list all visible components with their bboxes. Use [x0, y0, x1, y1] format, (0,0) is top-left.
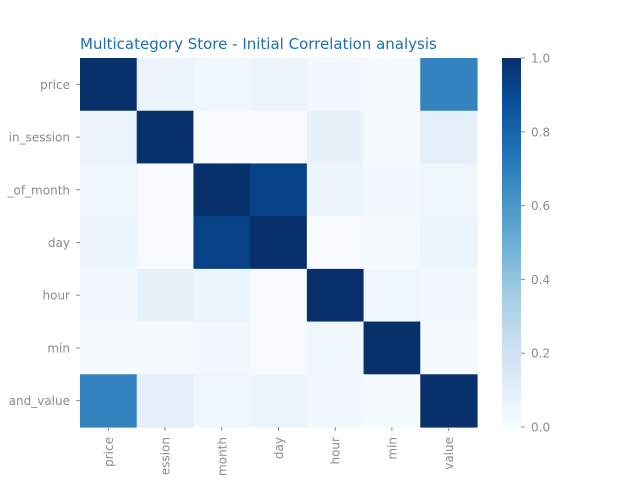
heatmap-cell [80, 110, 138, 165]
heatmap-cell [306, 374, 365, 428]
x-tick-label: value [442, 437, 456, 470]
heatmap-cell [250, 216, 308, 270]
heatmap-cell [136, 58, 195, 112]
heatmap-cell [193, 268, 251, 323]
heatmap-cell [193, 58, 251, 112]
colorbar-tick-label: 0.0 [531, 421, 550, 435]
x-tick-label: hour [329, 437, 343, 465]
colorbar-tick-label: 0.4 [531, 273, 550, 287]
heatmap-cell [80, 374, 138, 428]
heatmap-cell [306, 321, 365, 375]
chart-title: Multicategory Store - Initial Correlatio… [80, 35, 437, 53]
colorbar [502, 58, 521, 427]
heatmap-cell [80, 216, 138, 270]
x-tick-label: price [102, 437, 116, 467]
heatmap-cell [250, 268, 308, 323]
heatmap-cell [250, 110, 308, 165]
heatmap-cell [136, 216, 195, 270]
heatmap-cell [363, 321, 421, 375]
heatmap-cell [193, 321, 251, 375]
heatmap-cell [193, 110, 251, 165]
heatmap-cell [420, 321, 478, 375]
y-tick-label: hour [43, 289, 71, 303]
heatmap-cell [420, 110, 478, 165]
y-tick-label: _of_month [6, 183, 70, 197]
heatmap-cell [136, 374, 195, 428]
heatmap-cell [136, 268, 195, 323]
heatmap-cell [80, 163, 138, 217]
heatmap-cell [136, 321, 195, 375]
colorbar-tick-label: 0.6 [531, 199, 550, 213]
y-tick-label: min [47, 341, 70, 355]
x-axis: price ession month day hour min value [102, 427, 456, 476]
heatmap-cell [306, 163, 365, 217]
heatmap-cell [420, 268, 478, 323]
x-tick-label: min [385, 437, 399, 460]
heatmap-cell [193, 374, 251, 428]
y-tick-label: and_value [9, 394, 70, 408]
x-tick-label: day [272, 437, 286, 459]
heatmap-cell [250, 374, 308, 428]
heatmap-cell [363, 374, 421, 428]
colorbar-tick-label: 1.0 [531, 52, 550, 66]
heatmap-cell [306, 58, 365, 112]
heatmap-cell [420, 374, 478, 428]
y-tick-label: in_session [9, 131, 70, 145]
heatmap-cell [363, 216, 421, 270]
y-tick-label: price [40, 78, 70, 92]
heatmap-cell [250, 58, 308, 112]
heatmap-cell [420, 58, 478, 112]
heatmap-cell [363, 268, 421, 323]
colorbar-tick-label: 0.2 [531, 347, 550, 361]
heatmap-cell [363, 58, 421, 112]
heatmap-cell [363, 163, 421, 217]
heatmap-cell [136, 163, 195, 217]
heatmap-cell [420, 216, 478, 270]
heatmap-cell [80, 268, 138, 323]
heatmap-cell [80, 58, 138, 112]
heatmap-cell [363, 110, 421, 165]
colorbar-ticks: 0.0 0.2 0.4 0.6 0.8 1.0 [521, 52, 550, 435]
x-tick-label: month [215, 437, 229, 476]
heatmap-cell [80, 321, 138, 375]
y-tick-label: day [48, 236, 70, 250]
colorbar-tick-label: 0.8 [531, 125, 550, 139]
heatmap-cell [250, 321, 308, 375]
heatmap-cells [80, 58, 478, 428]
heatmap-cell [306, 216, 365, 270]
x-tick-label: ession [159, 437, 173, 475]
heatmap-cell [420, 163, 478, 217]
heatmap-cell [306, 110, 365, 165]
heatmap-cell [136, 110, 195, 165]
heatmap-cell [306, 268, 365, 323]
heatmap-cell [250, 163, 308, 217]
heatmap-cell [193, 163, 251, 217]
heatmap-cell [193, 216, 251, 270]
